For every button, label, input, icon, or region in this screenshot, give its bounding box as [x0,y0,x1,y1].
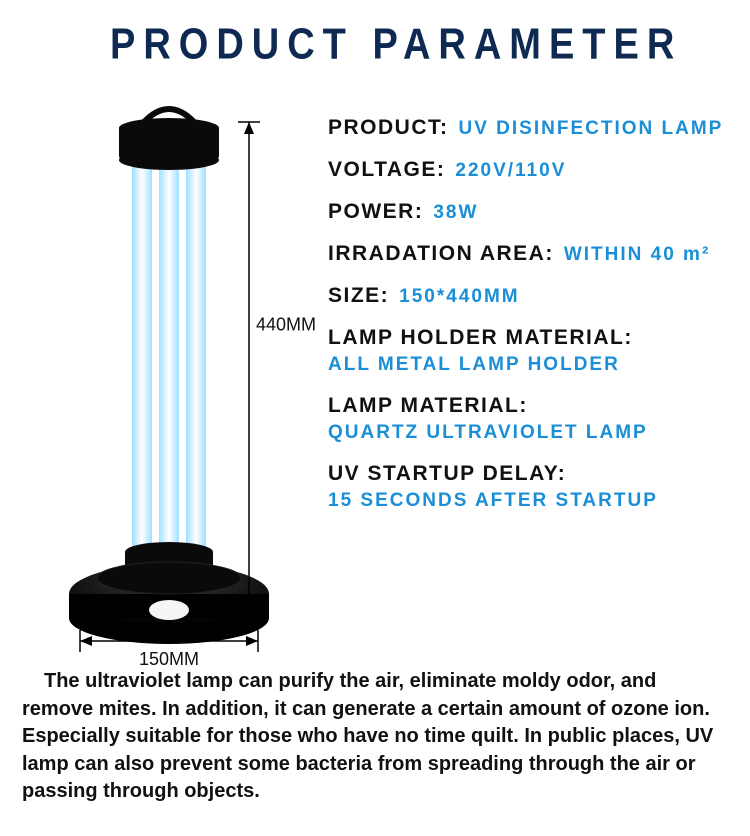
spec-label: PRODUCT: [328,116,449,140]
lamp-diagram: 440MM 150MM [34,100,314,660]
spec-row: LAMP HOLDER MATERIAL: ALL METAL LAMP HOL… [328,326,738,376]
spec-value: UV DISINFECTION LAMP [459,118,724,140]
page-title: PRODUCT PARAMETER [110,21,682,70]
spec-value: ALL METAL LAMP HOLDER [328,354,738,376]
spec-list: PRODUCT: UV DISINFECTION LAMP VOLTAGE: 2… [328,116,738,512]
spec-label: IRRADATION AREA: [328,242,554,266]
spec-value: 150*440MM [399,286,519,308]
spec-value: 15 SECONDS AFTER STARTUP [328,490,738,512]
spec-row: IRRADATION AREA: WITHIN 40 m² [328,242,738,266]
height-dimension-label: 440MM [256,315,316,336]
spec-label: POWER: [328,200,423,224]
spec-row: UV STARTUP DELAY: 15 SECONDS AFTER START… [328,462,738,512]
lamp-illustration [34,100,314,660]
spec-row: VOLTAGE: 220V/110V [328,158,738,182]
spec-label: VOLTAGE: [328,158,445,182]
width-dimension-label: 150MM [139,649,199,670]
spec-label: LAMP HOLDER MATERIAL: [328,326,633,350]
spec-row: POWER: 38W [328,200,738,224]
spec-label: LAMP MATERIAL: [328,394,528,418]
spec-row: PRODUCT: UV DISINFECTION LAMP [328,116,738,140]
spec-value: WITHIN 40 m² [564,244,710,266]
spec-label: UV STARTUP DELAY: [328,462,566,486]
spec-row: LAMP MATERIAL: QUARTZ ULTRAVIOLET LAMP [328,394,738,444]
spec-value: QUARTZ ULTRAVIOLET LAMP [328,422,738,444]
spec-row: SIZE: 150*440MM [328,284,738,308]
spec-value: 220V/110V [455,160,566,182]
spec-value: 38W [433,202,478,224]
spec-label: SIZE: [328,284,389,308]
product-description: The ultraviolet lamp can purify the air,… [22,668,728,806]
